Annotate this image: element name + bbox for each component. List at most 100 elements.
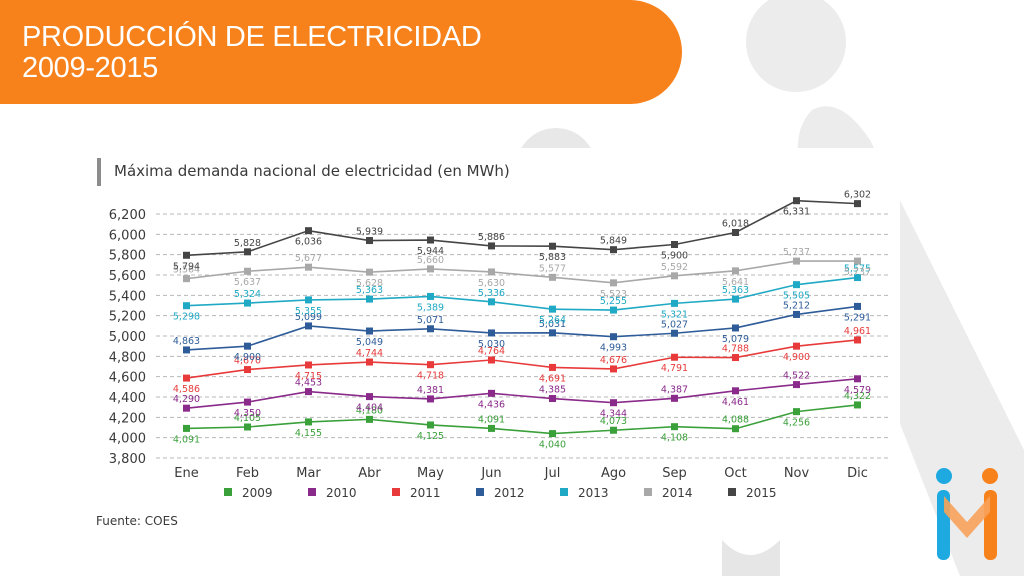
data-point [671, 423, 678, 431]
data-point [854, 302, 861, 310]
logo-bridge [944, 496, 990, 538]
data-label: 4,993 [600, 343, 627, 354]
data-point [549, 363, 556, 371]
data-point [793, 281, 800, 289]
x-tick-label: Jul [544, 466, 561, 481]
data-point [366, 358, 373, 366]
data-point [793, 257, 800, 265]
data-label: 5,389 [417, 302, 444, 313]
data-label: 5,291 [844, 312, 871, 323]
data-label: 6,302 [844, 190, 871, 201]
logo-bar-right [984, 490, 997, 560]
data-label: 4,091 [173, 434, 200, 445]
data-label: 5,828 [234, 238, 261, 249]
data-label: 5,212 [783, 300, 810, 311]
data-point [488, 389, 495, 397]
data-point [244, 398, 251, 406]
data-point [854, 274, 861, 282]
data-point [793, 197, 800, 205]
data-point [305, 361, 312, 369]
data-label: 5,324 [234, 289, 261, 300]
legend-label: 2015 [746, 486, 777, 500]
data-label: 4,387 [661, 384, 688, 395]
legend-swatch [728, 488, 736, 496]
y-tick-label: 5,000 [109, 330, 146, 345]
chart-title-bar [97, 158, 101, 186]
series-line [186, 260, 858, 284]
x-tick-label: May [417, 466, 444, 481]
x-tick-label: Oct [724, 466, 746, 481]
legend-label: 2009 [242, 486, 273, 500]
data-label: 5,031 [539, 319, 566, 330]
data-label: 5,336 [478, 288, 505, 299]
data-point [244, 366, 251, 374]
data-label: 5,737 [783, 247, 810, 258]
data-point [854, 401, 861, 409]
data-point [305, 418, 312, 426]
data-label: 4,385 [539, 385, 566, 396]
slide-title: PRODUCCIÓN DE ELECTRICIDAD 2009-2015 [22, 22, 482, 84]
data-point [488, 242, 495, 250]
data-label: 4,522 [783, 371, 810, 382]
line-chart: 3,800 4,000 4,200 4,400 4,600 4,800 5,000 5,200… [109, 190, 888, 500]
data-label: 5,637 [234, 277, 261, 288]
data-label: 4,322 [844, 391, 871, 402]
data-point [305, 263, 312, 271]
series-line [186, 404, 858, 435]
data-point [488, 424, 495, 432]
data-point [183, 302, 190, 310]
data-point [732, 229, 739, 237]
x-tick-label: Ago [601, 466, 626, 481]
legend-swatch [392, 488, 400, 496]
data-point [366, 295, 373, 303]
data-label: 5,677 [295, 253, 322, 264]
data-label: 5,027 [661, 319, 688, 330]
data-label: 5,363 [722, 285, 749, 296]
data-label: 5,944 [417, 246, 444, 257]
data-point [549, 395, 556, 403]
legend-label: 2011 [410, 486, 441, 500]
series-line [186, 276, 858, 311]
data-label: 4,863 [173, 336, 200, 347]
legend-swatch [224, 488, 232, 496]
data-label: 6,018 [722, 219, 749, 230]
data-point [671, 241, 678, 248]
data-label: 5,505 [783, 291, 810, 302]
data-point [671, 272, 678, 280]
data-label: 5,321 [661, 309, 688, 320]
data-point [671, 353, 678, 361]
data-point [854, 336, 861, 344]
data-point [427, 361, 434, 369]
logo-dot-right [982, 468, 998, 484]
legend-swatch [308, 488, 316, 496]
data-point [183, 275, 190, 283]
logo-dot-left [936, 468, 952, 484]
data-point [732, 267, 739, 275]
data-point [610, 399, 617, 407]
data-point [305, 388, 312, 396]
data-label: 4,040 [539, 440, 566, 451]
series-line [186, 339, 858, 379]
data-label: 4,344 [600, 409, 627, 420]
data-label: 5,575 [844, 264, 871, 275]
data-point [427, 395, 434, 403]
data-label: 4,088 [722, 415, 749, 426]
brand-logo [936, 468, 998, 560]
data-label: 4,404 [356, 403, 383, 414]
x-tick-label: Dic [847, 466, 868, 481]
bg-circle-top [746, 0, 846, 92]
data-point [732, 354, 739, 362]
data-point [549, 273, 556, 281]
data-label: 5,099 [295, 312, 322, 323]
data-label: 4,436 [478, 399, 505, 410]
data-point [366, 415, 373, 423]
data-label: 4,691 [539, 373, 566, 384]
logo-bar-left [937, 490, 950, 560]
y-tick-label: 5,600 [109, 269, 146, 284]
data-label: 5,363 [356, 285, 383, 296]
data-label: 5,737 [844, 267, 871, 278]
legend-label: 2012 [494, 486, 525, 500]
data-label: 5,255 [600, 296, 627, 307]
data-point [488, 298, 495, 306]
series-line [186, 199, 858, 257]
